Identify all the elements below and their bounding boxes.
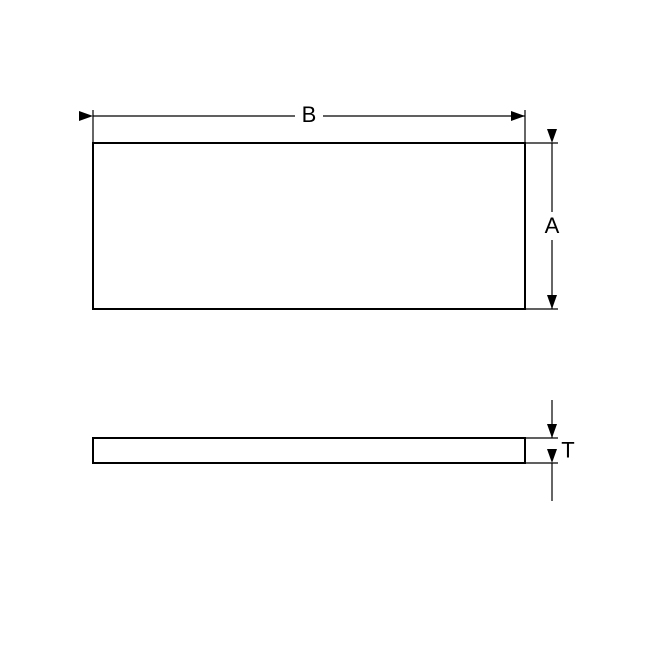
plate-edge-view xyxy=(93,438,525,463)
dim-a-label: A xyxy=(545,213,560,238)
dim-t-label: T xyxy=(561,437,574,462)
dim-b-label: B xyxy=(302,102,317,127)
technical-drawing: B A T xyxy=(0,0,670,670)
plate-top-view xyxy=(93,143,525,309)
